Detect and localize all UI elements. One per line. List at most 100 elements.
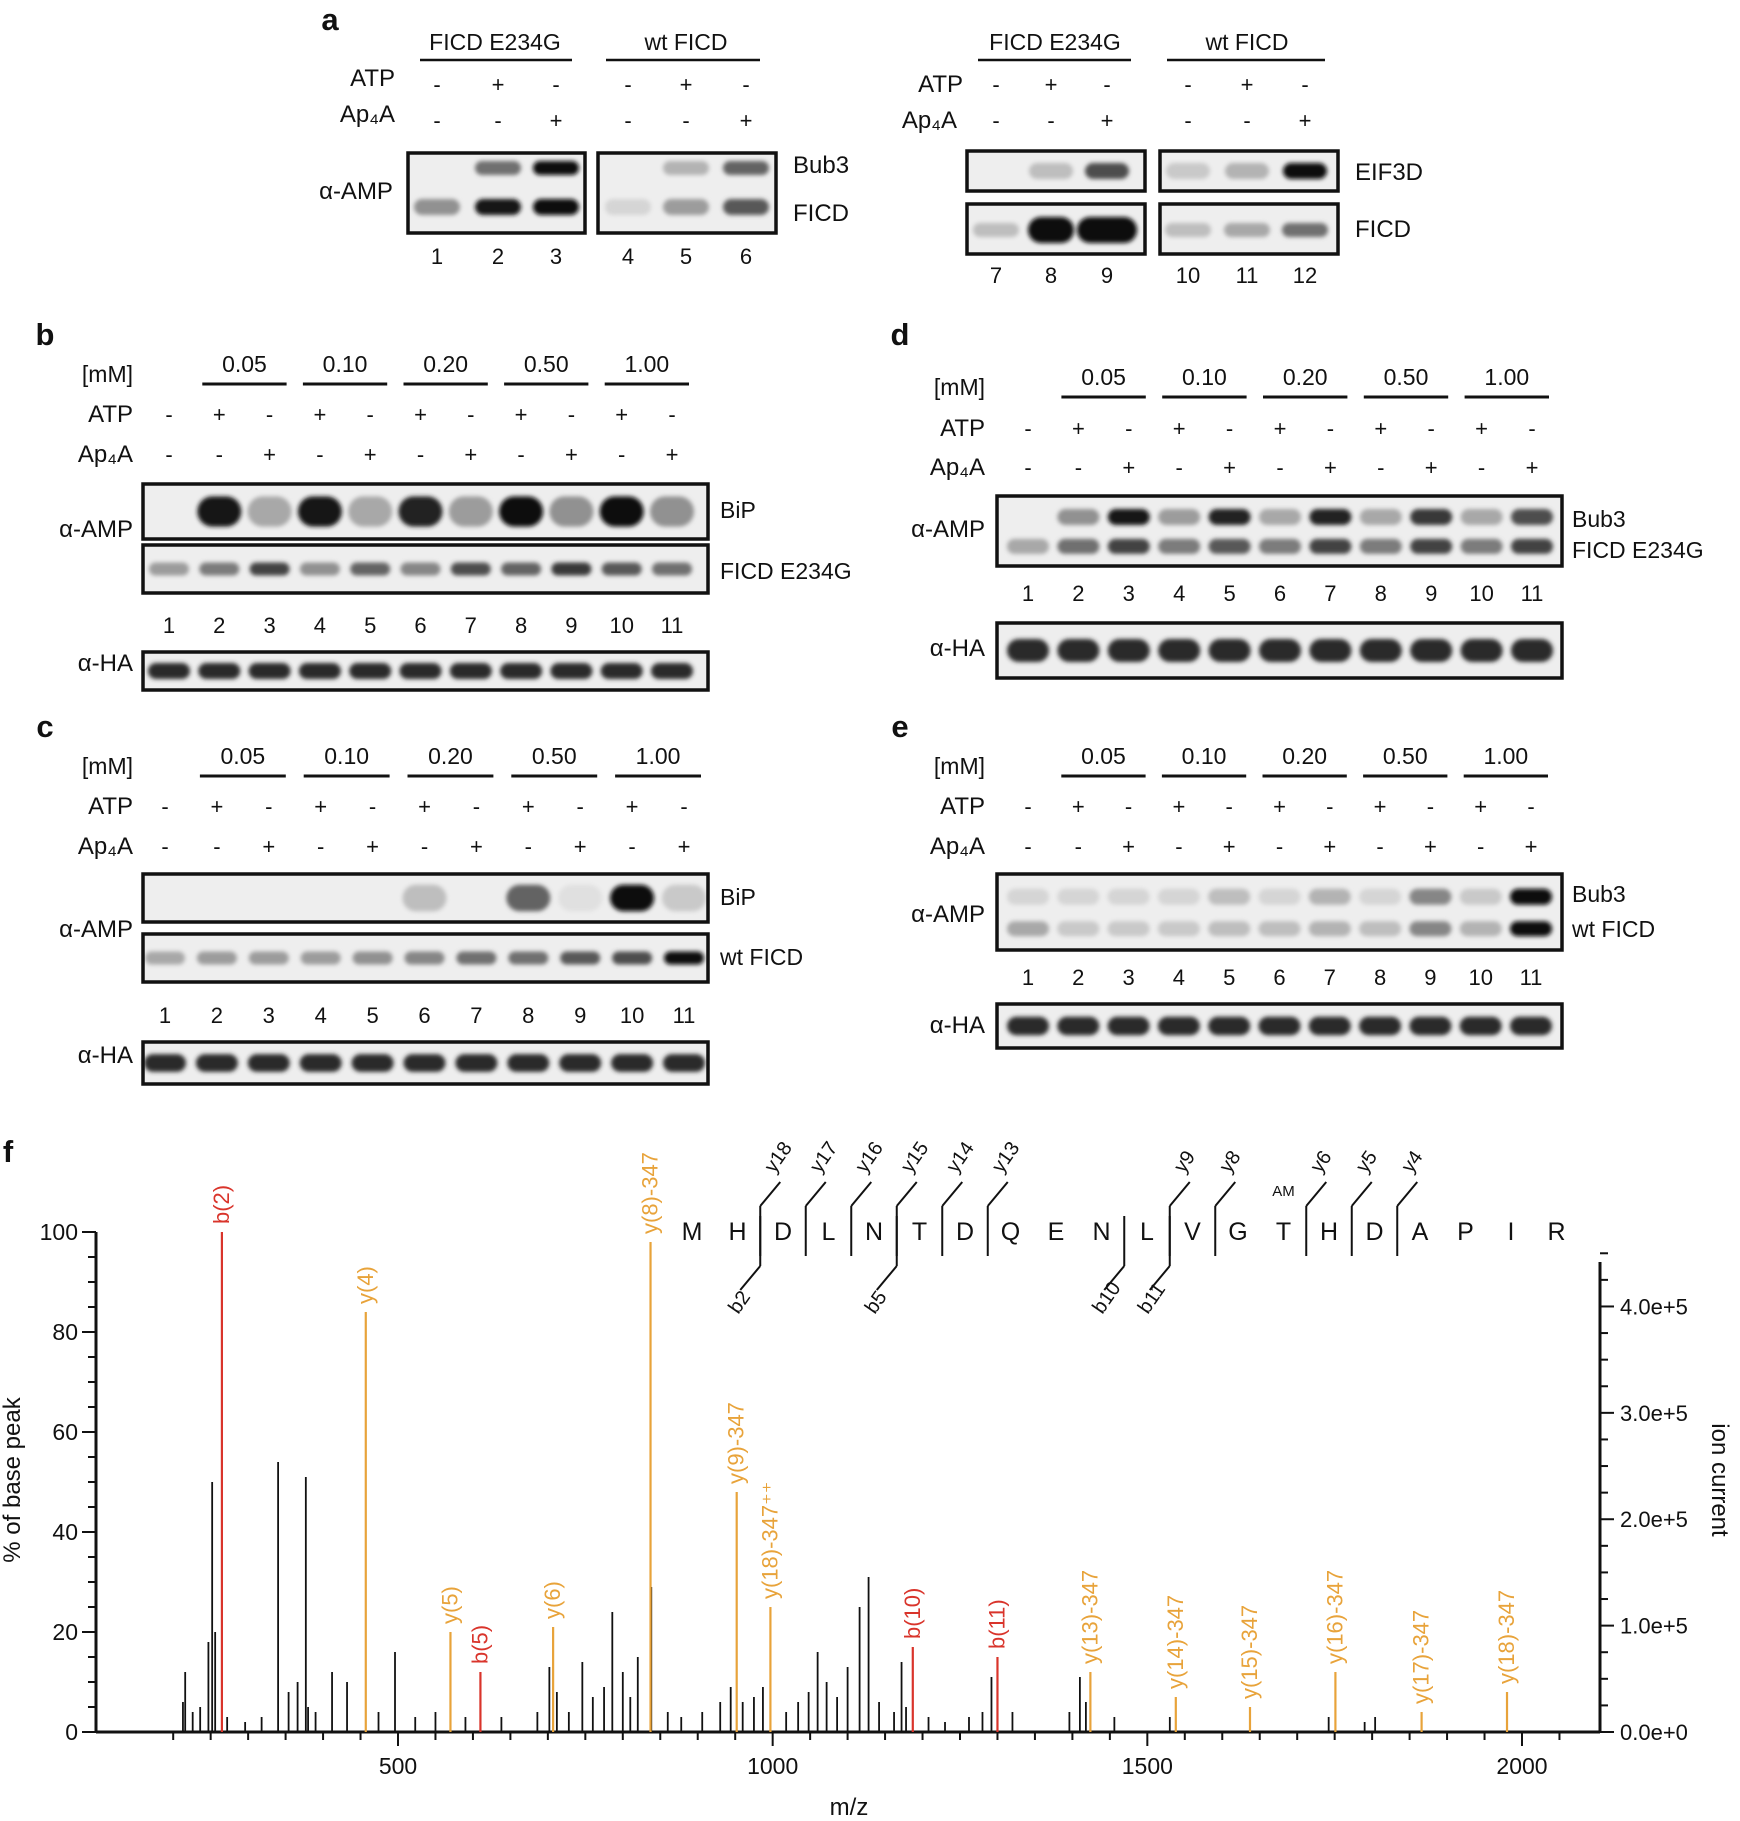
band-eif3d [1166,163,1210,179]
band-ficd [1007,538,1049,554]
band-ficd [404,951,445,965]
atp-symbol: - [680,794,687,819]
ap4a-row-label: Ap₄A [902,107,957,134]
blot-a6-border [1158,202,1340,256]
conc-row-label: [mM] [934,374,985,400]
atp-symbol: + [213,402,226,427]
lane-number: 1 [431,244,443,269]
band-ha [144,1054,186,1072]
band-ha [1359,638,1402,663]
blot-a2-border [596,151,778,235]
lane-number: 1 [159,1003,171,1028]
ap4a-row-label: Ap₄A [78,441,133,468]
band-bub3 [475,161,521,175]
atp-row-label: ATP [940,415,985,442]
band-ha [663,1054,705,1072]
band-bub3 [1308,888,1351,905]
band-ficd [249,562,290,576]
band-ha [399,663,442,679]
band-ha [500,663,543,679]
lane-number: 2 [1072,965,1084,990]
atp-symbol: + [418,794,431,819]
lane-number: 1 [163,613,175,638]
band-ficd [560,951,601,965]
band-bub3 [1107,888,1150,905]
band-ficd [1057,921,1100,937]
ap4a-symbol: + [1223,455,1236,480]
atp-symbol: - [1103,72,1110,97]
band-ha [651,663,693,679]
b-fragment-label: b11 [1134,1279,1170,1318]
atp-symbol: - [467,402,474,427]
band-bub3 [1158,509,1201,525]
lane-number: 4 [1173,965,1185,990]
lane-number: 7 [990,263,1002,288]
lane-number: 9 [1425,581,1437,606]
ap4a-symbol: + [1424,834,1437,859]
atp-symbol: - [1024,794,1031,819]
concentration-label: 0.20 [1282,743,1327,769]
ap4a-row-label: Ap₄A [930,454,985,481]
atp-row-label: ATP [88,401,133,428]
peptide-residue: Q [1001,1218,1020,1246]
peptide-residue: N [1092,1218,1110,1246]
lane-number: 10 [1468,965,1492,990]
band-bub3 [1007,888,1049,905]
ap4a-symbol: + [1324,455,1337,480]
band-bip [506,884,551,912]
band-ficd [1308,921,1351,937]
concentration-label: 0.20 [423,351,468,377]
blot-a4-border [1158,149,1340,193]
band-bub3 [1258,888,1301,905]
band-ficd [1208,538,1251,554]
peak-label-y: y(5) [437,1586,462,1624]
band-bip [247,496,292,527]
lane-number: 6 [1274,581,1286,606]
ap4a-symbol: - [517,442,524,467]
atp-symbol: + [1374,794,1387,819]
peptide-residue: N [865,1218,883,1246]
band-ficd [973,223,1019,237]
band-ficd [601,562,642,576]
atp-symbol: + [1273,794,1286,819]
band-label: FICD E234G [1572,537,1704,563]
atp-symbol: + [1274,416,1287,441]
atp-symbol: - [1327,416,1334,441]
atp-symbol: - [1226,416,1233,441]
peak-label-y: y(8)-347 [638,1152,663,1234]
ap4a-symbol: - [1075,834,1082,859]
ap4a-symbol: - [1377,455,1384,480]
ap4a-symbol: - [433,108,440,133]
atp-symbol: - [367,402,374,427]
peptide-residue: E [1048,1218,1065,1246]
band-ha [507,1054,550,1072]
band-ficd [652,562,692,576]
lane-number: 3 [263,1003,275,1028]
blot-label-alpha-amp: α-AMP [59,516,133,543]
blot-label-alpha-ha: α-HA [930,1012,985,1039]
band-ficd [414,199,460,215]
lane-number: 10 [620,1003,644,1028]
concentration-label: 0.05 [1081,364,1126,390]
ap4a-symbol: - [316,442,323,467]
ap4a-symbol: - [618,442,625,467]
band-label: FICD E234G [720,558,852,584]
band-ficd [1208,921,1251,937]
lane-number: 6 [1273,965,1285,990]
y2-tick-label: 2.0e+5 [1620,1507,1688,1532]
band-bub3 [1459,888,1502,905]
band-ha [195,1054,238,1072]
atp-symbol: + [492,72,505,97]
peptide-residue: L [1140,1218,1154,1246]
band-ha [611,1054,654,1072]
y-tick-label: 20 [52,1619,78,1645]
panel-e-amp-blot-bg [997,874,1562,950]
band-ficd [196,951,237,965]
peak-label-y: y(16)-347 [1322,1570,1347,1664]
band-ha [1258,1016,1301,1036]
peptide-residue: I [1508,1218,1515,1246]
atp-row-label: ATP [918,71,963,98]
peptide-residue: M [682,1218,703,1246]
band-ficd [145,951,185,965]
